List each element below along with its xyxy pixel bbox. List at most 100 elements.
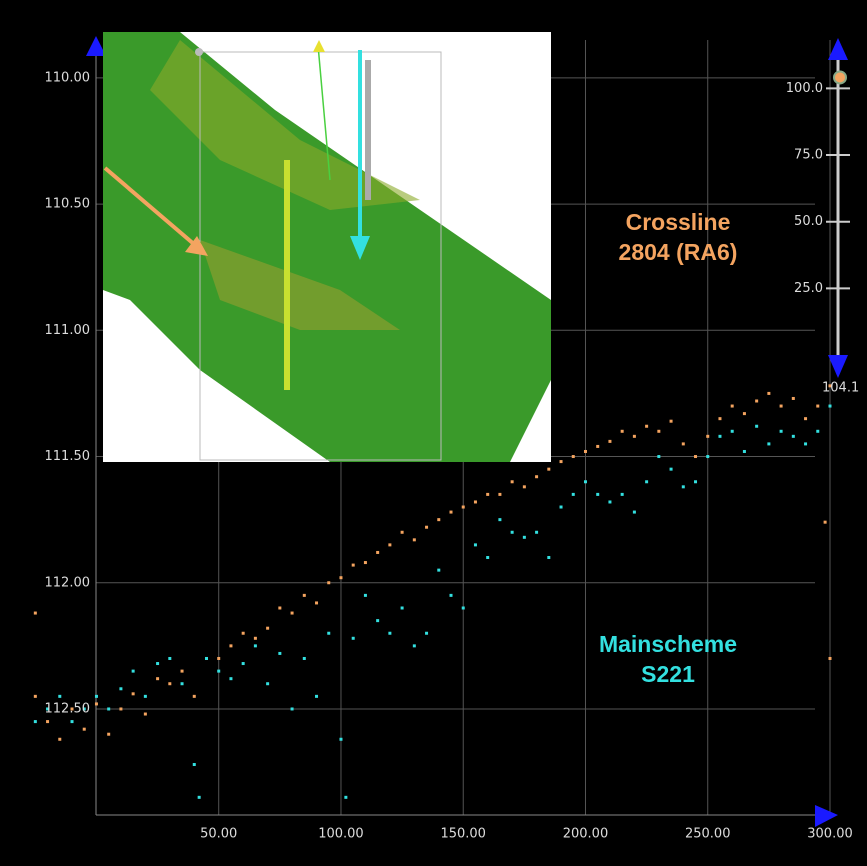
- annotation: 2804 (RA6): [619, 239, 738, 265]
- slider-tick-label: 75.0: [794, 148, 823, 163]
- point: [291, 612, 294, 615]
- map-inset: [103, 32, 551, 462]
- point: [198, 796, 201, 799]
- point: [816, 430, 819, 433]
- point: [511, 531, 514, 534]
- point: [401, 531, 404, 534]
- y-tick-label: 112.00: [45, 575, 91, 590]
- point: [633, 511, 636, 514]
- point: [486, 493, 489, 496]
- point: [278, 652, 281, 655]
- point: [535, 475, 538, 478]
- slider-handle[interactable]: [834, 71, 846, 83]
- point: [193, 763, 196, 766]
- slider-value: 104.1: [822, 381, 859, 396]
- point: [450, 594, 453, 597]
- point: [755, 399, 758, 402]
- point: [58, 738, 61, 741]
- x-tick-label: 200.00: [563, 827, 609, 842]
- point: [242, 632, 245, 635]
- point: [450, 511, 453, 514]
- point: [266, 682, 269, 685]
- point: [34, 612, 37, 615]
- point: [645, 425, 648, 428]
- point: [792, 435, 795, 438]
- point: [376, 551, 379, 554]
- point: [413, 538, 416, 541]
- y-tick-label: 111.00: [45, 323, 91, 338]
- x-tick-label: 300.00: [807, 827, 853, 842]
- point: [731, 430, 734, 433]
- point: [767, 392, 770, 395]
- point: [731, 405, 734, 408]
- point: [657, 430, 660, 433]
- point: [511, 480, 514, 483]
- point: [645, 480, 648, 483]
- slider-tick-label: 50.0: [794, 214, 823, 229]
- point: [95, 702, 98, 705]
- point: [706, 435, 709, 438]
- point: [474, 500, 477, 503]
- point: [144, 713, 147, 716]
- point: [315, 695, 318, 698]
- point: [217, 657, 220, 660]
- x-tick-label: 250.00: [685, 827, 731, 842]
- point: [315, 601, 318, 604]
- point: [327, 632, 330, 635]
- point: [193, 695, 196, 698]
- point: [633, 435, 636, 438]
- point: [425, 632, 428, 635]
- point: [278, 606, 281, 609]
- point: [596, 445, 599, 448]
- point: [132, 670, 135, 673]
- point: [780, 430, 783, 433]
- point: [498, 518, 501, 521]
- point: [767, 442, 770, 445]
- point: [657, 455, 660, 458]
- point: [523, 536, 526, 539]
- point: [608, 500, 611, 503]
- point: [829, 405, 832, 408]
- point: [364, 561, 367, 564]
- point: [303, 594, 306, 597]
- point: [388, 543, 391, 546]
- annotation: S221: [641, 661, 695, 687]
- point: [181, 670, 184, 673]
- point: [413, 644, 416, 647]
- point: [560, 460, 563, 463]
- chart: 110.00110.50111.00111.50112.00112.5050.0…: [0, 0, 867, 862]
- point: [291, 707, 294, 710]
- point: [376, 619, 379, 622]
- point: [229, 644, 232, 647]
- point: [217, 670, 220, 673]
- point: [401, 606, 404, 609]
- point: [144, 695, 147, 698]
- x-tick-label: 50.00: [200, 827, 237, 842]
- point: [339, 738, 342, 741]
- point: [254, 644, 257, 647]
- point: [694, 480, 697, 483]
- y-tick-label: 111.50: [45, 449, 91, 464]
- point: [107, 733, 110, 736]
- point: [364, 594, 367, 597]
- point: [780, 405, 783, 408]
- point: [743, 412, 746, 415]
- point: [156, 677, 159, 680]
- point: [608, 440, 611, 443]
- point: [437, 518, 440, 521]
- point: [718, 435, 721, 438]
- point: [498, 493, 501, 496]
- point: [34, 720, 37, 723]
- slider-tick-label: 25.0: [794, 281, 823, 296]
- point: [547, 468, 550, 471]
- point: [425, 526, 428, 529]
- point: [71, 720, 74, 723]
- point: [743, 450, 746, 453]
- point: [706, 455, 709, 458]
- point: [829, 657, 832, 660]
- point: [83, 728, 86, 731]
- annotation: Crossline: [626, 209, 731, 235]
- point: [119, 687, 122, 690]
- y-tick-label: 112.50: [45, 701, 91, 716]
- point: [132, 692, 135, 695]
